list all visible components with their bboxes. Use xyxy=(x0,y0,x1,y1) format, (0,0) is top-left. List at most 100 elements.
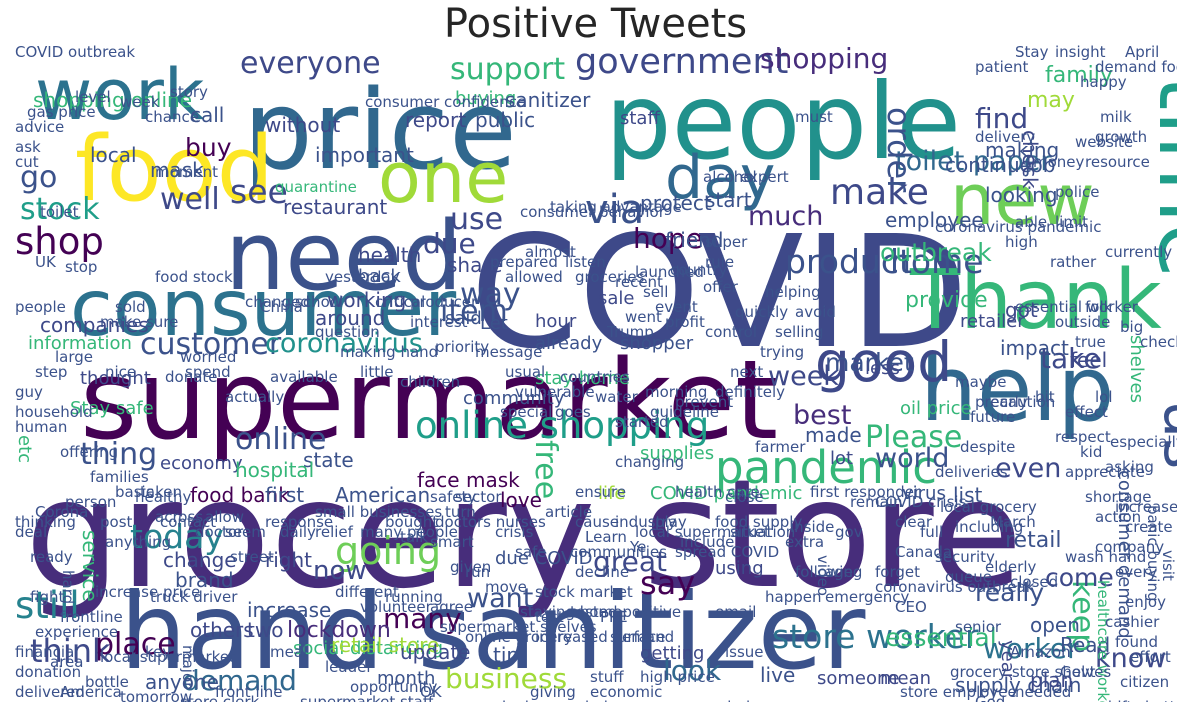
cloud-word: health xyxy=(358,243,422,267)
cloud-word: good xyxy=(815,330,953,394)
cloud-word: without xyxy=(265,113,341,137)
cloud-word: thing xyxy=(80,437,158,472)
cloud-word: effect xyxy=(1065,403,1108,421)
cloud-word: mean xyxy=(880,668,932,689)
cloud-word: taking advantage xyxy=(550,198,682,216)
cloud-word: Please xyxy=(865,420,963,455)
cloud-word: already xyxy=(535,333,603,354)
cloud-word: agree xyxy=(430,598,474,616)
cloud-word: shopping online xyxy=(33,88,193,112)
cloud-word: staff xyxy=(620,108,660,129)
cloud-word: work xyxy=(35,54,205,136)
cloud-word: following xyxy=(795,563,863,581)
cloud-word: folk xyxy=(1085,298,1113,316)
cloud-word: communities xyxy=(570,543,667,561)
cloud-word: government xyxy=(575,45,789,82)
cloud-word: article xyxy=(545,503,593,521)
cloud-word: visit xyxy=(1159,550,1177,581)
cloud-word: company xyxy=(1095,538,1165,556)
cloud-word: sale xyxy=(598,288,635,309)
cloud-word: nice xyxy=(105,363,137,381)
cloud-word: many xyxy=(383,602,462,635)
cloud-word: live xyxy=(760,663,796,687)
cloud-word: store clerk xyxy=(180,693,260,703)
cloud-word: definitely xyxy=(715,383,786,401)
cloud-word: protect xyxy=(640,191,712,215)
cloud-word: clear xyxy=(895,513,933,531)
cloud-word: many people xyxy=(360,523,458,541)
cloud-word: China xyxy=(260,298,303,316)
cloud-word: less xyxy=(865,358,900,379)
cloud-word: prevent xyxy=(675,393,734,411)
cloud-word: create xyxy=(1125,518,1173,536)
cloud-word: food supply xyxy=(715,513,803,531)
cloud-word: food stock xyxy=(155,268,233,286)
cloud-word: small businesses xyxy=(315,503,443,521)
cloud-word: world xyxy=(875,443,950,474)
cloud-word: thinking xyxy=(15,513,76,531)
cloud-word: stock xyxy=(20,192,100,227)
cloud-word: essential worker xyxy=(1015,298,1138,316)
cloud-word: crisis xyxy=(495,523,534,541)
cloud-word: spread COVID xyxy=(675,543,780,561)
cloud-word: family xyxy=(1045,63,1113,88)
cloud-word: control xyxy=(705,323,757,341)
cloud-word: business xyxy=(445,662,568,695)
cloud-word: inside xyxy=(790,518,835,536)
cloud-word: staying home xyxy=(520,603,623,621)
cloud-word: include xyxy=(680,533,735,551)
cloud-word: event xyxy=(655,298,698,316)
cloud-word: large xyxy=(55,348,94,366)
cloud-word: advice xyxy=(15,118,65,136)
cloud-word: whole xyxy=(715,700,759,703)
cloud-word: shopper xyxy=(620,333,694,354)
cloud-word: patient xyxy=(975,58,1029,76)
cloud-word: Stay safe xyxy=(70,398,154,419)
cloud-word: provide xyxy=(905,288,988,313)
cloud-word: move xyxy=(485,578,527,596)
cloud-word: today xyxy=(130,517,224,556)
cloud-word: safety xyxy=(430,488,477,506)
cloud-word: local supermarket xyxy=(100,648,235,666)
cloud-word: companies xyxy=(40,313,149,337)
cloud-word: area xyxy=(50,653,84,671)
cloud-word: people xyxy=(605,61,961,183)
cloud-word: increase price xyxy=(95,583,201,601)
cloud-word: needed xyxy=(1015,683,1072,701)
cloud-word: tomorrow xyxy=(120,688,193,703)
cloud-word: much xyxy=(748,201,824,232)
cloud-word: healthy xyxy=(135,488,192,506)
cloud-word: message xyxy=(475,343,543,361)
cloud-word: lot xyxy=(830,448,854,469)
cloud-word: back xyxy=(358,266,401,287)
cloud-word: sell xyxy=(643,283,669,301)
cloud-word: street xyxy=(230,548,274,566)
cloud-word: due xyxy=(423,227,476,260)
cloud-word: now xyxy=(313,556,367,586)
cloud-word: run xyxy=(465,563,491,581)
cloud-word: cause xyxy=(575,513,619,531)
cloud-word: coronavirus pandemic xyxy=(935,218,1102,236)
cloud-word: Read xyxy=(1060,633,1111,657)
cloud-word: seem xyxy=(225,523,266,541)
cloud-word: tested positive xyxy=(570,603,682,621)
cloud-word: list xyxy=(953,483,983,507)
cloud-word: impact xyxy=(1000,336,1069,360)
cloud-word: think xyxy=(30,632,111,670)
cloud-word: respect xyxy=(1055,428,1111,446)
cloud-word: best xyxy=(793,400,852,431)
cloud-word: use xyxy=(450,202,504,237)
cloud-word: continue xyxy=(945,153,1032,177)
cloud-word: person xyxy=(65,493,117,511)
cloud-word: made xyxy=(805,423,862,447)
cloud-word: people xyxy=(15,298,66,316)
cloud-word: grocery store shelves xyxy=(950,663,1112,681)
cloud-word: Corona xyxy=(35,503,89,521)
cloud-word: grocery store xyxy=(25,448,1023,622)
cloud-word: local xyxy=(90,143,137,167)
cloud-word: month xyxy=(377,668,436,689)
cloud-word: actually xyxy=(225,388,285,406)
cloud-word: call xyxy=(190,103,225,127)
cloud-word: fight xyxy=(30,588,65,606)
cloud-word: gov xyxy=(835,523,863,541)
